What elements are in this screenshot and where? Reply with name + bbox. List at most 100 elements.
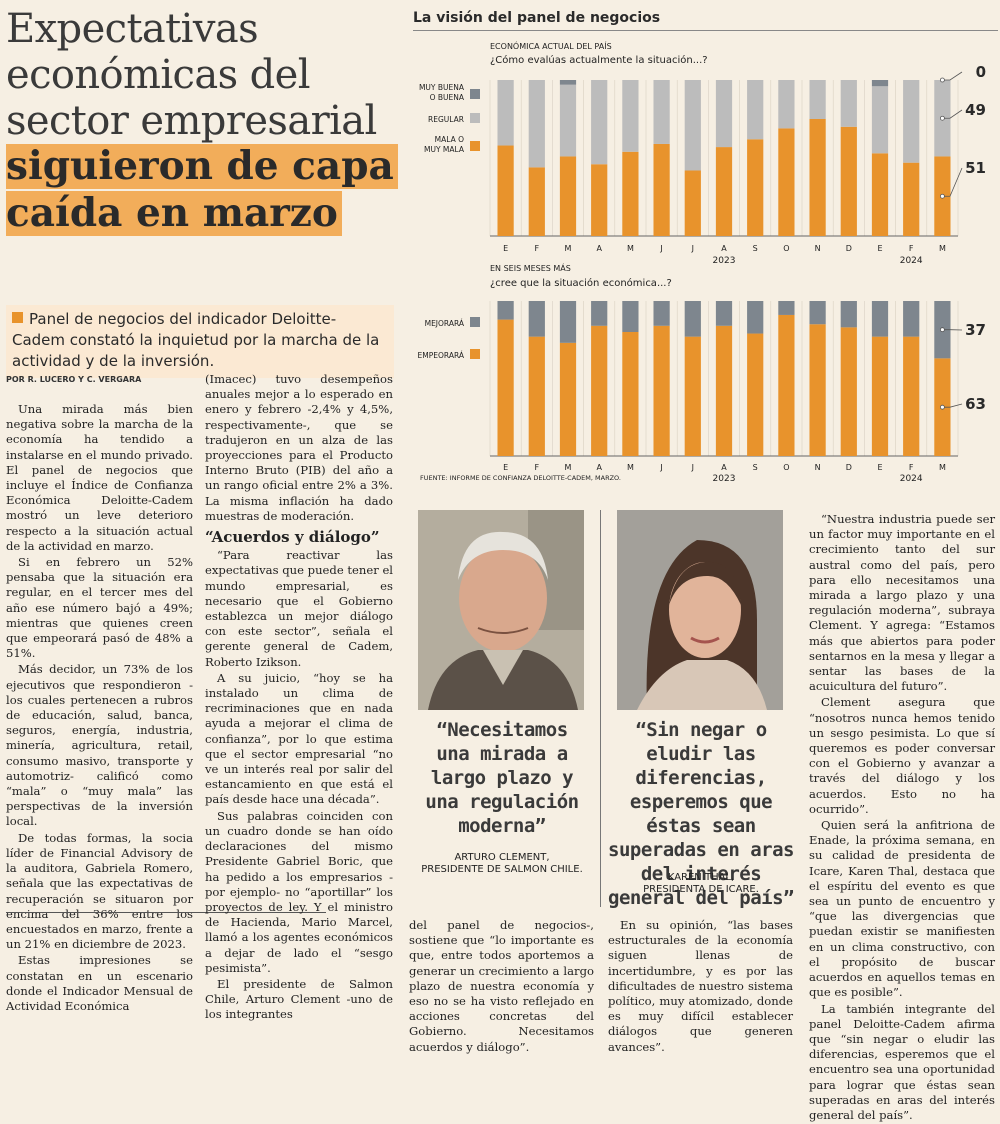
legend-label: MUY BUENA: [419, 83, 465, 92]
bar-mala-o-muy-mala: [591, 164, 607, 236]
bar-mejorar-: [778, 301, 794, 315]
bar-mala-o-muy-mala: [747, 139, 763, 236]
legend-swatch: [470, 317, 480, 327]
legend-label: REGULAR: [428, 115, 464, 124]
legend-swatch: [470, 113, 480, 123]
bar-empeorar-: [529, 337, 545, 456]
bar-muy-buena-o-buena: [872, 80, 888, 86]
bar-mejorar-: [653, 301, 669, 326]
x-tick-label: E: [877, 244, 882, 253]
bar-mejorar-: [497, 301, 513, 320]
paragraph: Clement asegura que “nosotros nunca hemo…: [809, 695, 995, 817]
bar-empeorar-: [841, 327, 857, 456]
bar-mejorar-: [903, 301, 919, 337]
bar-mala-o-muy-mala: [653, 144, 669, 236]
x-tick-label: J: [691, 244, 694, 253]
bar-mejorar-: [809, 301, 825, 324]
bar-regular: [872, 86, 888, 153]
bar-regular: [497, 80, 513, 146]
label-dot: [940, 194, 944, 198]
legend-swatch: [470, 349, 480, 359]
x-tick-label: E: [877, 463, 882, 472]
x-tick-label: S: [753, 244, 758, 253]
bar-mala-o-muy-mala: [685, 170, 701, 236]
author-role: PRESIDENTE DE SALMON CHILE.: [418, 864, 586, 876]
paragraph: Sus palabras coinciden con un cuadro don…: [205, 809, 393, 976]
bar-regular: [841, 80, 857, 127]
bar-mala-o-muy-mala: [622, 152, 638, 236]
column-rule: [600, 510, 601, 907]
bar-empeorar-: [653, 326, 669, 456]
legend-label: EMPEORARÁ: [418, 351, 465, 360]
paragraph: A su juicio, “hoy se ha instalado un cli…: [205, 671, 393, 808]
x-tick-label: S: [753, 463, 758, 472]
x-tick-label: M: [565, 244, 572, 253]
x-tick-label: M: [627, 463, 634, 472]
label-dot: [940, 405, 944, 409]
bar-regular: [778, 80, 794, 128]
bar-muy-buena-o-buena: [560, 80, 576, 85]
bar-empeorar-: [497, 320, 513, 456]
bar-regular: [560, 85, 576, 157]
bar-mala-o-muy-mala: [716, 147, 732, 236]
year-label: 2023: [713, 256, 736, 266]
bar-empeorar-: [560, 343, 576, 456]
bar-mala-o-muy-mala: [809, 119, 825, 236]
paragraph: “Para reactivar las expectativas que pue…: [205, 548, 393, 670]
pull-quote-clement: “Necesitamos una mirada a largo plazo y …: [416, 718, 588, 838]
end-value-label: 63: [965, 395, 986, 413]
x-tick-label: J: [659, 463, 662, 472]
bar-mejorar-: [747, 301, 763, 334]
bar-mejorar-: [560, 301, 576, 343]
paragraph: del panel de negocios-, sostiene que “lo…: [409, 918, 594, 1055]
x-tick-label: M: [565, 463, 572, 472]
bar-mala-o-muy-mala: [841, 127, 857, 236]
x-tick-label: M: [939, 463, 946, 472]
legend-label: MEJORARÁ: [425, 319, 465, 328]
bar-mala-o-muy-mala: [778, 128, 794, 236]
bar-mejorar-: [529, 301, 545, 337]
bar-empeorar-: [747, 334, 763, 456]
quote-author-thal: KAREN THAL, PRESIDENTA DE ICARE.: [618, 872, 784, 896]
bar-empeorar-: [872, 337, 888, 456]
bar-regular: [809, 80, 825, 119]
end-value-label: 37: [965, 321, 986, 339]
bar-mejorar-: [716, 301, 732, 326]
year-label: 2024: [900, 474, 923, 484]
author-name: ARTURO CLEMENT,: [418, 852, 586, 864]
photo-arturo-clement: [418, 510, 584, 710]
x-tick-label: A: [596, 463, 602, 472]
x-tick-label: M: [939, 244, 946, 253]
x-tick-label: F: [909, 463, 914, 472]
legend-swatch: [470, 141, 480, 151]
x-tick-label: F: [534, 463, 539, 472]
bar-empeorar-: [778, 315, 794, 456]
end-value-label: 0: [976, 63, 986, 81]
x-tick-label: A: [721, 244, 727, 253]
paragraph: Quien será la anfitriona de Enade, la pr…: [809, 818, 995, 1000]
label-dot: [940, 116, 944, 120]
bar-empeorar-: [716, 326, 732, 456]
x-tick-label: A: [721, 463, 727, 472]
x-tick-label: O: [783, 463, 789, 472]
bar-mala-o-muy-mala: [872, 153, 888, 236]
bar-mejorar-: [872, 301, 888, 337]
paragraph: “Nuestra industria puede ser un factor m…: [809, 512, 995, 694]
bar-mala-o-muy-mala: [497, 146, 513, 236]
bar-mejorar-: [841, 301, 857, 327]
bar-mala-o-muy-mala: [560, 156, 576, 236]
x-tick-label: J: [691, 463, 694, 472]
legend-label: MUY MALA: [424, 145, 465, 154]
bar-regular: [903, 80, 919, 163]
x-tick-label: N: [815, 244, 821, 253]
bar-regular: [653, 80, 669, 144]
end-value-label: 49: [965, 101, 986, 119]
x-tick-label: A: [596, 244, 602, 253]
bar-regular: [685, 80, 701, 170]
article-column-5: “Nuestra industria puede ser un factor m…: [809, 512, 995, 1124]
paragraph: En su opinión, “las bases estructurales …: [608, 918, 793, 1055]
label-connector: [942, 72, 962, 80]
bar-empeorar-: [903, 337, 919, 456]
bar-mala-o-muy-mala: [903, 163, 919, 236]
